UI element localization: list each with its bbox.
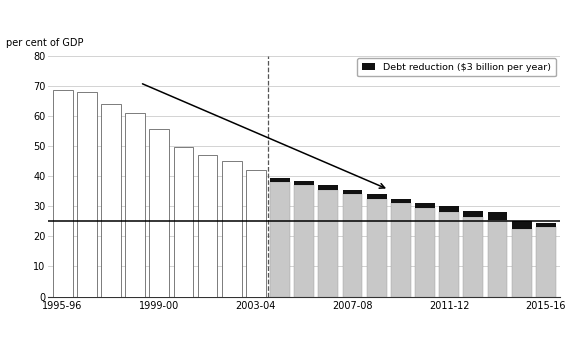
Bar [125,113,145,297]
Bar [367,199,387,297]
Bar [488,212,508,220]
Legend: Debt reduction ($3 billion per year): Debt reduction ($3 billion per year) [357,58,556,76]
Bar [270,182,290,297]
Bar [536,227,556,297]
Bar [246,170,266,297]
Text: Federal Debt-to-GDP Projections (Accumulated Deficit): Federal Debt-to-GDP Projections (Accumul… [7,10,361,20]
Bar [53,90,72,297]
Bar [439,206,459,212]
Bar [294,185,314,297]
Text: (Public Accounts Basis): (Public Accounts Basis) [7,34,121,44]
Bar [464,211,483,217]
Bar [294,181,314,185]
Bar [488,220,508,297]
Bar [149,129,169,297]
Text: per cent of GDP: per cent of GDP [6,38,84,49]
Bar [415,203,435,208]
Bar [77,92,97,297]
Bar [174,148,194,297]
Bar [391,203,411,297]
Bar [536,223,556,227]
Bar [464,217,483,297]
Bar [512,229,531,297]
Bar [342,190,362,194]
Bar [270,178,290,182]
Bar [222,161,242,297]
Bar [512,221,531,229]
Bar [415,208,435,297]
Bar [319,185,338,190]
Bar [367,194,387,199]
Bar [391,199,411,203]
Bar [101,104,121,297]
Bar [198,155,217,297]
Bar [319,190,338,297]
Bar [342,194,362,297]
Bar [439,212,459,297]
